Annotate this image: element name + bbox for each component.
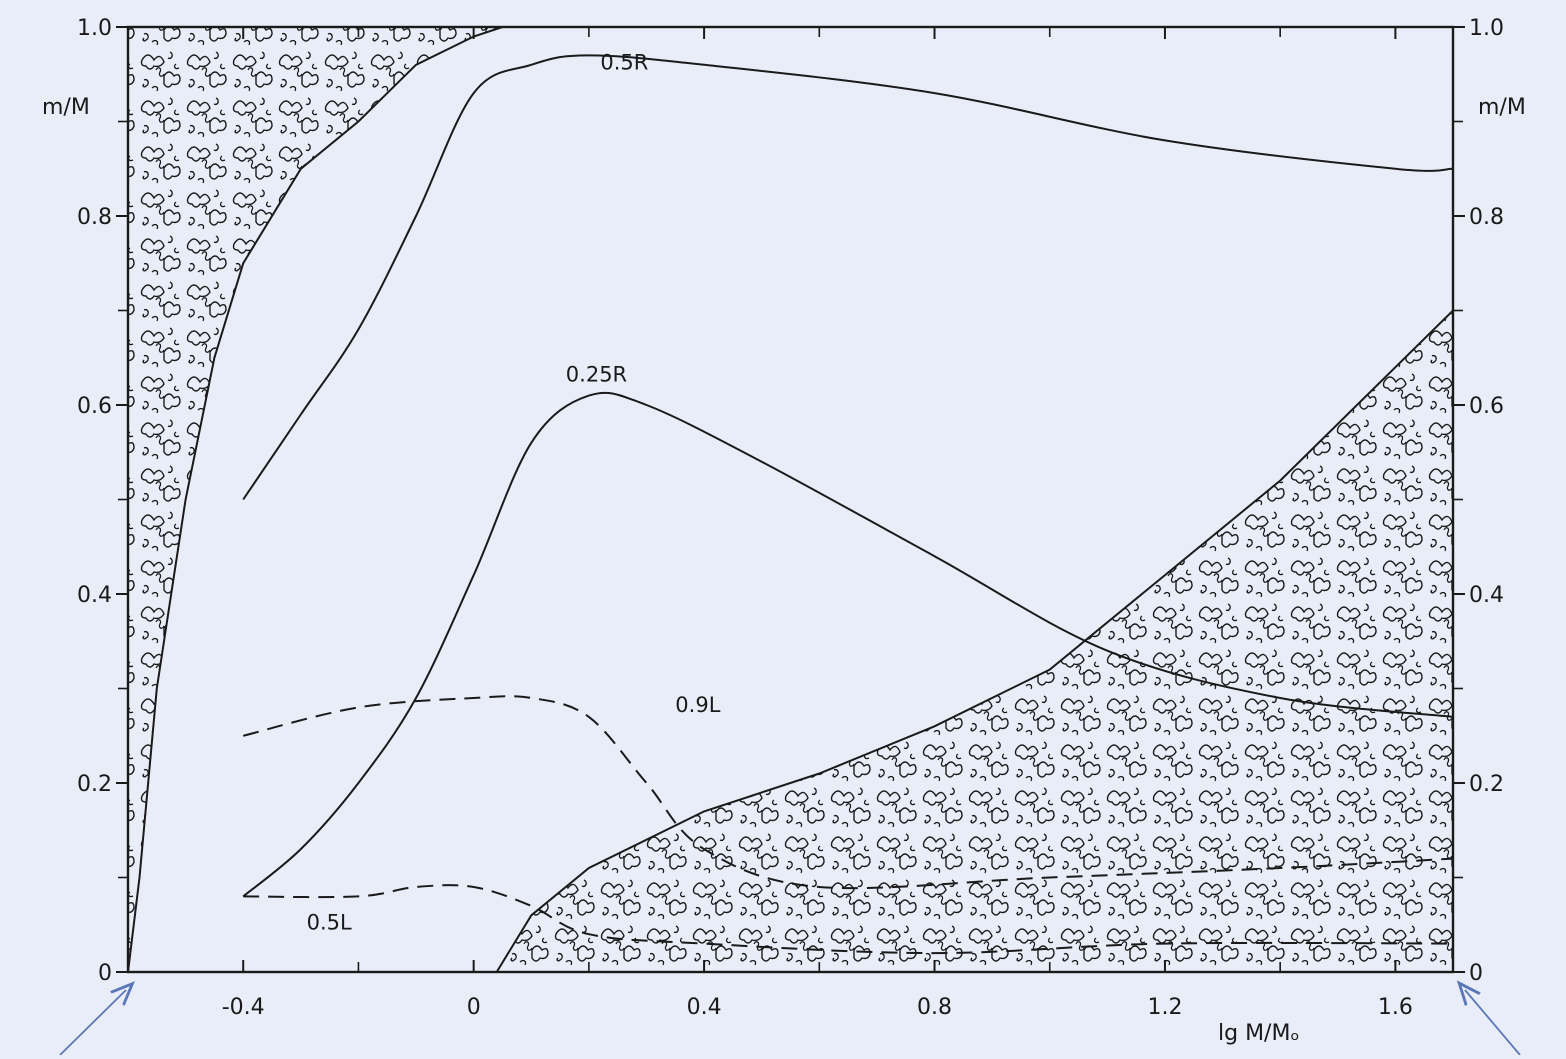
y-tick-label-right: 0.6: [1469, 394, 1504, 419]
ticks-layer: -0.4 0 0.4 0.8 1.2 1.6 0 0 0.2 0.2 0.4 0.4 0.6 0.6 0.8…: [77, 16, 1504, 1020]
annotation-arrow-right: [1465, 990, 1521, 1056]
x-tick-label: 0: [467, 995, 481, 1020]
y-tick-label-left: 0.6: [77, 394, 112, 419]
y-tick-label-right: 0.8: [1469, 205, 1504, 230]
series-line-0.9L: [242, 695, 1454, 890]
series-line-0.25R: [242, 391, 1454, 898]
series-line-0.5L: [243, 884, 1454, 955]
y-tick-label-left: 0: [98, 961, 112, 986]
series-label-0.5L: 0.5L: [307, 911, 352, 935]
series-label-0.25R: 0.25R: [566, 362, 627, 386]
y-axis-label-left: m/M: [42, 95, 90, 120]
curves-layer: [242, 54, 1454, 955]
y-tick-label-right: 1.0: [1469, 16, 1504, 41]
labels-layer: 0.5R 0.25R 0.9L 0.5L: [307, 51, 721, 935]
y-tick-label-left: 1.0: [77, 16, 112, 41]
y-tick-label-left: 0.8: [77, 205, 112, 230]
x-tick-label: 0.8: [917, 995, 952, 1020]
x-tick-label: -0.4: [222, 995, 265, 1020]
region-convective-core: [494, 308, 1454, 973]
x-tick-label: 1.6: [1378, 995, 1413, 1020]
y-axis-label-right: m/M: [1478, 95, 1526, 120]
regions-layer: [127, 26, 1454, 973]
y-tick-label-left: 0.2: [77, 772, 112, 797]
x-tick-label: 1.2: [1148, 995, 1183, 1020]
x-tick-label: 0.4: [687, 995, 722, 1020]
y-tick-label-left: 0.4: [77, 583, 112, 608]
y-tick-label-right: 0: [1469, 961, 1483, 986]
y-tick-label-right: 0.4: [1469, 583, 1504, 608]
series-label-0.9L: 0.9L: [675, 693, 720, 717]
y-tick-label-right: 0.2: [1469, 772, 1504, 797]
x-axis-label: lg M/Mₒ: [1218, 1021, 1300, 1046]
series-label-0.5R: 0.5R: [600, 51, 648, 75]
region-outer-convection-zone: [127, 26, 532, 973]
series-line-0.5R: [242, 54, 1454, 501]
annotation-arrow-left: [59, 990, 126, 1056]
